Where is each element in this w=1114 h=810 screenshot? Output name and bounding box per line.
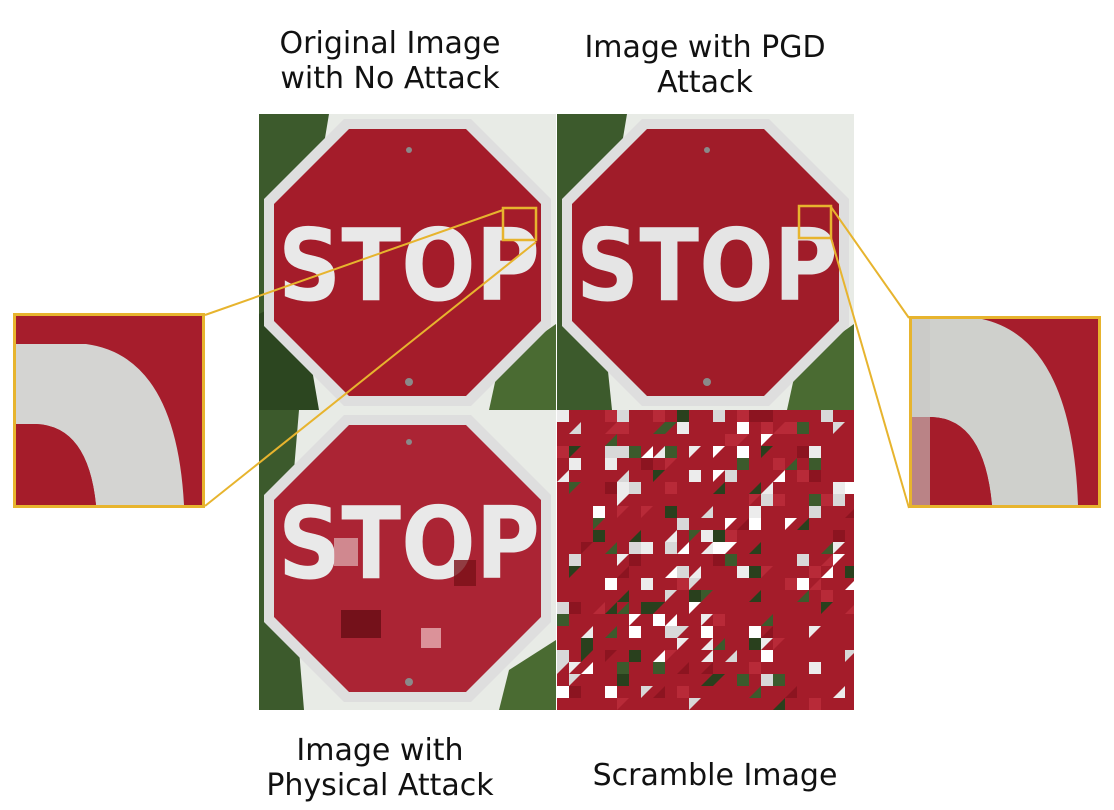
pgd-image-panel: STOP [557,114,854,410]
zoom-inset-original [13,313,205,508]
caption-pgd: Image with PGD Attack [584,30,826,100]
sign-text-pgd: STOP [576,207,838,324]
caption-physical: Image with Physical Attack [266,733,494,803]
physical-attack-image-panel: STOP [259,410,556,710]
caption-scramble: Scramble Image [592,758,838,793]
original-image-panel: STOP [259,114,556,410]
zoom-inset-pgd [909,316,1101,508]
scramble-image-panel [557,410,854,710]
caption-original: Original Image with No Attack [279,26,501,96]
sign-text-physical: STOP [278,485,540,602]
sign-text-original: STOP [278,207,540,324]
